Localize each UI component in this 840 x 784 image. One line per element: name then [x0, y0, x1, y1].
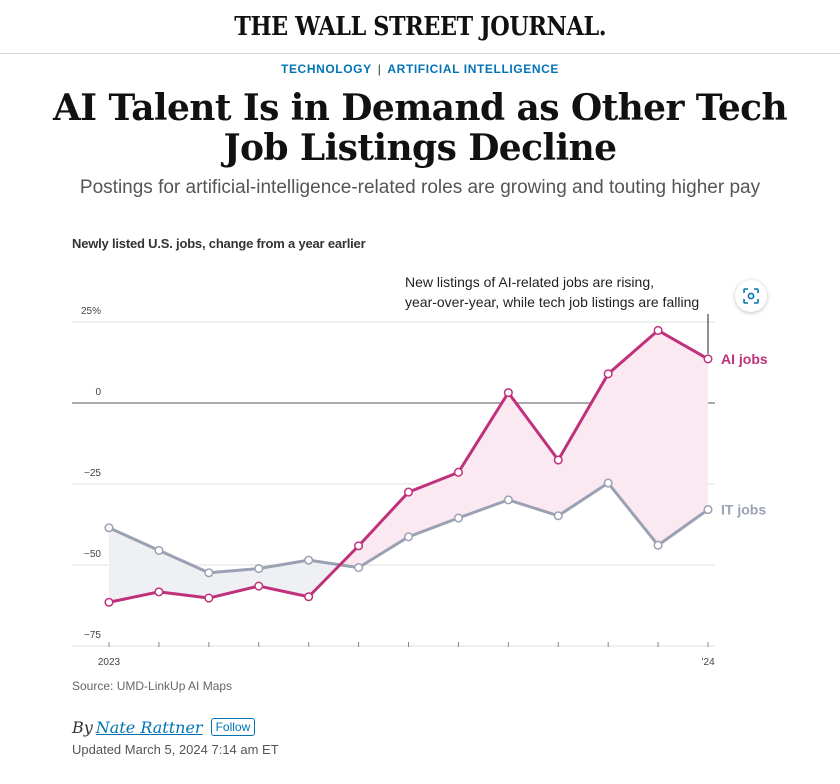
line-chart: 25% 0 −25 −50 −75 2023 ’24 IT jobs AI jobs New li… — [72, 274, 768, 668]
ai-jobs-point — [204, 593, 214, 603]
ai-jobs-label: AI jobs — [721, 351, 768, 367]
kicker-separator: | — [377, 62, 382, 76]
ai-jobs-point — [503, 388, 513, 398]
section-link-ai[interactable]: ARTIFICIAL INTELLIGENCE — [387, 62, 559, 76]
it-jobs-point — [503, 495, 513, 505]
it-jobs-label: IT jobs — [721, 502, 766, 518]
it-jobs-point — [154, 545, 164, 555]
wsj-logo[interactable]: THE WALL STREET JOURNAL. — [234, 12, 606, 42]
article-dek: Postings for artificial-intelligence-rel… — [79, 177, 761, 198]
it-jobs-point — [254, 564, 264, 574]
it-jobs-point — [354, 563, 364, 573]
x-tick-label: 2023 — [98, 657, 121, 668]
scan-screenshot-icon — [743, 288, 759, 304]
it-jobs-point — [304, 555, 314, 565]
ai-jobs-point — [304, 592, 314, 602]
author-link[interactable]: Nate Rattner — [95, 718, 203, 737]
it-jobs-point — [603, 478, 613, 488]
annotation-text: year-over-year, while tech job listings … — [405, 294, 699, 310]
ai-jobs-point — [254, 581, 264, 591]
y-tick-label: −75 — [84, 630, 101, 641]
section-link-technology[interactable]: TECHNOLOGY — [281, 62, 372, 76]
chart-source: Source: UMD-LinkUp AI Maps — [72, 679, 233, 693]
ai-jobs-point — [603, 369, 613, 379]
masthead: THE WALL STREET JOURNAL. — [0, 0, 840, 54]
ai-jobs-point — [154, 587, 164, 597]
ai-jobs-point — [653, 325, 663, 335]
it-jobs-point — [653, 540, 663, 550]
it-jobs-point — [403, 532, 414, 542]
y-tick-label: 0 — [95, 387, 101, 398]
annotation-text: New listings of AI-related jobs are risi… — [405, 274, 654, 290]
ai-jobs-point — [553, 455, 563, 465]
x-tick-label: ’24 — [701, 657, 715, 668]
byline: By Nate Rattner Follow — [72, 718, 256, 737]
ai-jobs-point — [104, 597, 114, 607]
it-jobs-point — [204, 568, 214, 578]
it-jobs-point — [703, 505, 713, 515]
it-jobs-point — [553, 511, 563, 521]
section-kicker: TECHNOLOGY | ARTIFICIAL INTELLIGENCE — [0, 62, 840, 76]
ai-jobs-point — [453, 467, 463, 477]
chart-subtitle: Newly listed U.S. jobs, change from a ye… — [72, 236, 366, 251]
it-jobs-point — [453, 513, 463, 523]
updated-timestamp: Updated March 5, 2024 7:14 am ET — [72, 742, 279, 757]
area-between-series — [340, 330, 708, 568]
article-headline: AI Talent Is in Demand as Other Tech Job… — [52, 87, 788, 169]
ai-jobs-point — [703, 354, 713, 364]
ai-jobs-point — [403, 487, 414, 497]
follow-button[interactable]: Follow — [210, 718, 256, 736]
byline-prefix: By — [72, 718, 93, 737]
scan-chart-button[interactable] — [735, 280, 767, 312]
y-tick-label: −25 — [84, 468, 101, 479]
area-between-series — [109, 527, 341, 603]
y-tick-label: 25% — [81, 306, 101, 317]
y-tick-label: −50 — [84, 549, 101, 560]
ai-jobs-point — [354, 541, 364, 551]
it-jobs-point — [104, 523, 114, 533]
